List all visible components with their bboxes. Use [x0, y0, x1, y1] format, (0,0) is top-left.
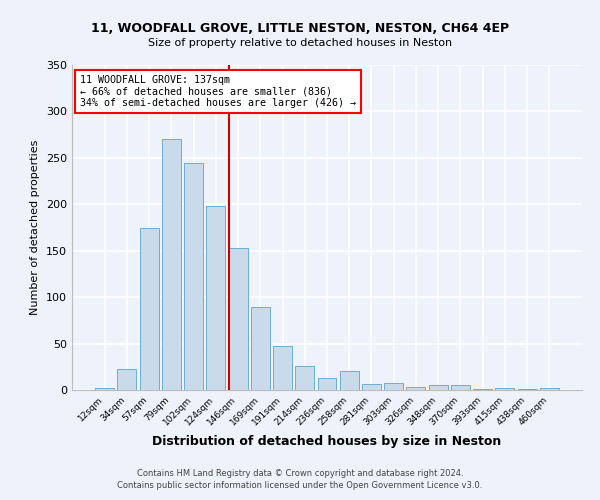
Text: 11 WOODFALL GROVE: 137sqm
← 66% of detached houses are smaller (836)
34% of semi: 11 WOODFALL GROVE: 137sqm ← 66% of detac…	[80, 74, 356, 108]
Bar	[95, 388, 114, 390]
Bar	[162, 140, 181, 390]
Bar	[340, 372, 359, 390]
Bar	[518, 389, 536, 390]
Bar	[273, 346, 292, 390]
Bar	[184, 162, 203, 390]
Bar	[496, 388, 514, 390]
Bar	[384, 382, 403, 390]
Text: 11, WOODFALL GROVE, LITTLE NESTON, NESTON, CH64 4EP: 11, WOODFALL GROVE, LITTLE NESTON, NESTO…	[91, 22, 509, 36]
Bar	[317, 378, 337, 390]
Bar	[295, 366, 314, 390]
Bar	[451, 386, 470, 390]
Bar	[429, 386, 448, 390]
Y-axis label: Number of detached properties: Number of detached properties	[31, 140, 40, 315]
Bar	[251, 308, 270, 390]
Bar	[473, 389, 492, 390]
Bar	[229, 248, 248, 390]
Bar	[118, 368, 136, 390]
X-axis label: Distribution of detached houses by size in Neston: Distribution of detached houses by size …	[152, 436, 502, 448]
Bar	[206, 206, 225, 390]
Bar	[406, 387, 425, 390]
Bar	[140, 228, 158, 390]
Bar	[362, 384, 381, 390]
Bar	[540, 388, 559, 390]
Text: Size of property relative to detached houses in Neston: Size of property relative to detached ho…	[148, 38, 452, 48]
Text: Contains HM Land Registry data © Crown copyright and database right 2024.
Contai: Contains HM Land Registry data © Crown c…	[118, 468, 482, 490]
